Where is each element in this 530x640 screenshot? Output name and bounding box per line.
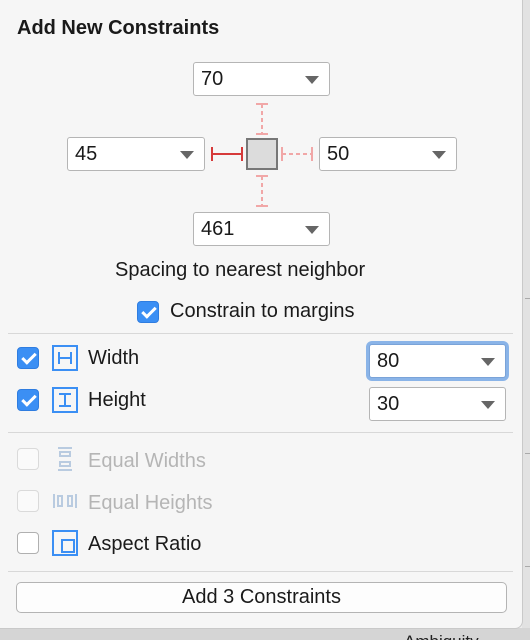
- divider: [8, 571, 513, 572]
- height-value-combo[interactable]: 30: [369, 387, 506, 421]
- backdrop-bottom-edge: Ambiguity: [0, 628, 530, 640]
- right-spacing-value[interactable]: 50: [327, 143, 350, 165]
- height-label: Height: [88, 389, 146, 411]
- aspect-ratio-checkbox[interactable]: [17, 532, 39, 554]
- add-constraints-popover: Add New Constraints 70 45 50 461 Spacing…: [0, 0, 523, 629]
- width-label: Width: [88, 347, 140, 369]
- width-constraint-icon: [52, 345, 78, 371]
- top-strut-dashed-icon[interactable]: [252, 102, 272, 136]
- right-strut-dashed-icon[interactable]: [280, 144, 314, 164]
- aspect-ratio-icon: [52, 530, 78, 556]
- popover-title: Add New Constraints: [17, 17, 220, 39]
- equal-heights-icon: [53, 494, 77, 508]
- right-spacing-combo[interactable]: 50: [319, 137, 457, 171]
- width-value-combo[interactable]: 80: [369, 344, 506, 378]
- bottom-spacing-value[interactable]: 461: [201, 218, 235, 240]
- equal-widths-checkbox[interactable]: [17, 448, 39, 470]
- constrain-margins-checkbox[interactable]: [137, 301, 159, 323]
- divider: [8, 333, 513, 334]
- width-checkbox[interactable]: [17, 347, 39, 369]
- top-spacing-combo[interactable]: 70: [193, 62, 330, 96]
- bottom-spacing-combo[interactable]: 461: [193, 212, 330, 246]
- chevron-down-icon[interactable]: [305, 226, 319, 234]
- width-value[interactable]: 80: [377, 350, 400, 372]
- equal-heights-checkbox[interactable]: [17, 490, 39, 512]
- chevron-down-icon[interactable]: [305, 76, 319, 84]
- left-spacing-value[interactable]: 45: [75, 143, 98, 165]
- equal-heights-label: Equal Heights: [88, 492, 213, 514]
- constrain-margins-label[interactable]: Constrain to margins: [170, 300, 355, 322]
- chevron-down-icon[interactable]: [180, 151, 194, 159]
- height-constraint-icon: [52, 387, 78, 413]
- equal-widths-label: Equal Widths: [88, 450, 206, 472]
- height-value[interactable]: 30: [377, 393, 400, 415]
- divider: [8, 432, 513, 433]
- left-strut-solid-icon[interactable]: [210, 144, 244, 164]
- top-spacing-value[interactable]: 70: [201, 68, 224, 90]
- add-constraints-button[interactable]: Add 3 Constraints: [16, 582, 507, 613]
- backdrop-cut-text: Ambiguity: [404, 632, 479, 640]
- chevron-down-icon[interactable]: [481, 358, 495, 366]
- backdrop-right-edge: [522, 0, 530, 640]
- spacing-caption: Spacing to nearest neighbor: [115, 259, 366, 281]
- height-checkbox[interactable]: [17, 389, 39, 411]
- equal-widths-icon: [58, 447, 72, 471]
- chevron-down-icon[interactable]: [481, 401, 495, 409]
- view-placeholder-box: [246, 138, 278, 170]
- bottom-strut-dashed-icon[interactable]: [252, 174, 272, 208]
- aspect-ratio-label: Aspect Ratio: [88, 533, 202, 555]
- left-spacing-combo[interactable]: 45: [67, 137, 205, 171]
- chevron-down-icon[interactable]: [432, 151, 446, 159]
